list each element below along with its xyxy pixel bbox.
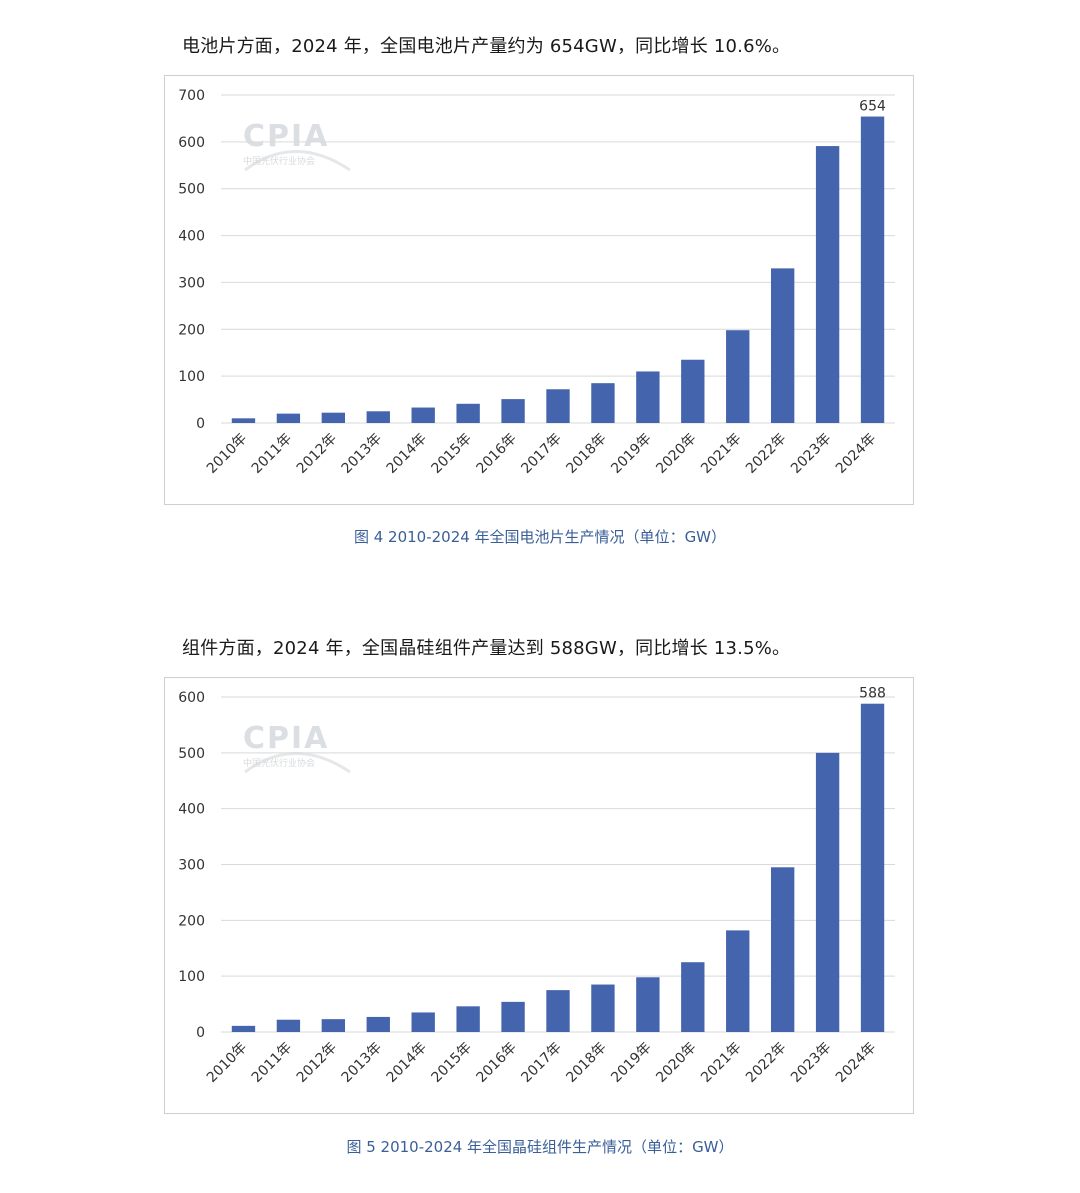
chart-module-production: CPIA 中国光伏行业协会 0 100 200 300 400 500 600 2010年 20… — [164, 677, 914, 1114]
bar — [231, 1025, 256, 1032]
bar — [636, 371, 660, 423]
watermark-arc — [244, 150, 351, 172]
x-tick-label: 2020年 — [653, 1040, 699, 1086]
x-tick-label: 2022年 — [743, 431, 789, 477]
bar — [726, 930, 750, 1032]
x-tick-label: 2017年 — [518, 1040, 564, 1086]
x-tick-label: 2023年 — [788, 431, 834, 477]
bar — [770, 268, 795, 423]
bar — [411, 1012, 435, 1032]
bar — [726, 330, 750, 423]
x-tick-label: 2010年 — [204, 1040, 250, 1086]
bar — [501, 399, 525, 423]
y-tick-label: 200 — [178, 913, 205, 929]
y-tick-label: 300 — [178, 275, 205, 291]
caption-figure-4: 图 4 2010-2024 年全国电池片生产情况（单位：GW） — [353, 528, 727, 546]
y-tick-label: 0 — [196, 1025, 205, 1041]
x-tick-label: 2015年 — [429, 431, 475, 477]
x-tick-label: 2019年 — [608, 431, 654, 477]
bar — [815, 146, 840, 423]
y-tick-label: 100 — [178, 969, 205, 985]
y-tick-label: 0 — [196, 416, 205, 432]
x-tick-label: 2023年 — [788, 1040, 834, 1086]
bar — [860, 116, 885, 423]
x-tick-label: 2019年 — [608, 1040, 654, 1086]
x-tick-label: 2018年 — [563, 431, 609, 477]
bar — [366, 411, 390, 423]
watermark-arc — [244, 752, 351, 774]
x-tick-label: 2024年 — [833, 1040, 879, 1086]
x-tick-label: 2024年 — [833, 431, 879, 477]
bar — [546, 990, 570, 1032]
bar — [681, 962, 705, 1032]
bar — [276, 1019, 301, 1032]
x-tick-label: 2012年 — [294, 1040, 340, 1086]
x-tick-label: 2015年 — [429, 1040, 475, 1086]
watermark-org-name: 中国光伏行业协会 — [243, 757, 315, 769]
bar-chart-modules: 01002003004005006002010年2011年2012年2013年2… — [178, 686, 895, 1086]
y-tick-label: 400 — [178, 229, 205, 245]
x-tick-label: 2016年 — [473, 1040, 519, 1086]
bar — [411, 407, 435, 423]
x-tick-label: 2013年 — [339, 1040, 385, 1086]
bar — [456, 403, 480, 423]
x-tick-label: 2017年 — [518, 431, 564, 477]
x-tick-label: 2020年 — [653, 431, 699, 477]
bar — [321, 412, 346, 423]
data-label: 654 — [859, 99, 886, 115]
y-tick-label: 600 — [178, 135, 205, 151]
y-tick-label: 500 — [178, 746, 205, 762]
cpia-watermark: CPIA 中国光伏行业协会 — [225, 700, 365, 790]
bar — [860, 703, 885, 1032]
data-label: 588 — [859, 686, 886, 702]
watermark-org-name: 中国光伏行业协会 — [243, 155, 315, 167]
x-tick-label: 2018年 — [563, 1040, 609, 1086]
y-tick-label: 700 — [178, 88, 205, 104]
x-tick-label: 2014年 — [384, 1040, 430, 1086]
watermark-logo-text: CPIA — [243, 119, 329, 154]
x-tick-label: 2010年 — [204, 431, 250, 477]
x-tick-label: 2011年 — [249, 1040, 295, 1086]
x-tick-label: 2013年 — [339, 431, 385, 477]
bar-chart-cells: 01002003004005006007002010年2011年2012年201… — [178, 88, 895, 477]
bar — [366, 1016, 390, 1032]
x-tick-label: 2021年 — [698, 1040, 744, 1086]
bar — [636, 977, 660, 1032]
watermark-logo-text: CPIA — [243, 721, 329, 756]
x-tick-label: 2012年 — [294, 431, 340, 477]
bar — [321, 1019, 346, 1032]
bar — [456, 1006, 480, 1032]
bar — [681, 359, 705, 423]
bar — [231, 418, 256, 423]
x-tick-label: 2014年 — [384, 431, 430, 477]
intro-text-cells: 电池片方面，2024 年，全国电池片产量约为 654GW，同比增长 10.6%。 — [182, 36, 791, 57]
y-tick-label: 100 — [178, 369, 205, 385]
caption-figure-5: 图 5 2010-2024 年全国晶硅组件生产情况（单位：GW） — [346, 1138, 734, 1156]
cpia-watermark: CPIA 中国光伏行业协会 — [225, 98, 365, 188]
y-tick-label: 500 — [178, 182, 205, 198]
x-tick-label: 2021年 — [698, 431, 744, 477]
bar — [770, 867, 795, 1032]
bar — [546, 389, 570, 423]
bar — [815, 752, 840, 1032]
chart-cell-production: CPIA 中国光伏行业协会 0 100 200 300 400 500 600 700 2010… — [164, 75, 914, 505]
x-tick-label: 2011年 — [249, 431, 295, 477]
x-tick-label: 2016年 — [473, 431, 519, 477]
x-tick-label: 2022年 — [743, 1040, 789, 1086]
y-tick-label: 300 — [178, 858, 205, 874]
bar — [276, 413, 301, 423]
y-tick-label: 200 — [178, 322, 205, 338]
y-tick-label: 600 — [178, 690, 205, 706]
bar — [501, 1001, 525, 1032]
bar — [591, 383, 615, 423]
intro-text-modules: 组件方面，2024 年，全国晶硅组件产量达到 588GW，同比增长 13.5%。 — [182, 638, 791, 659]
y-tick-label: 400 — [178, 802, 205, 818]
bar — [591, 984, 615, 1032]
